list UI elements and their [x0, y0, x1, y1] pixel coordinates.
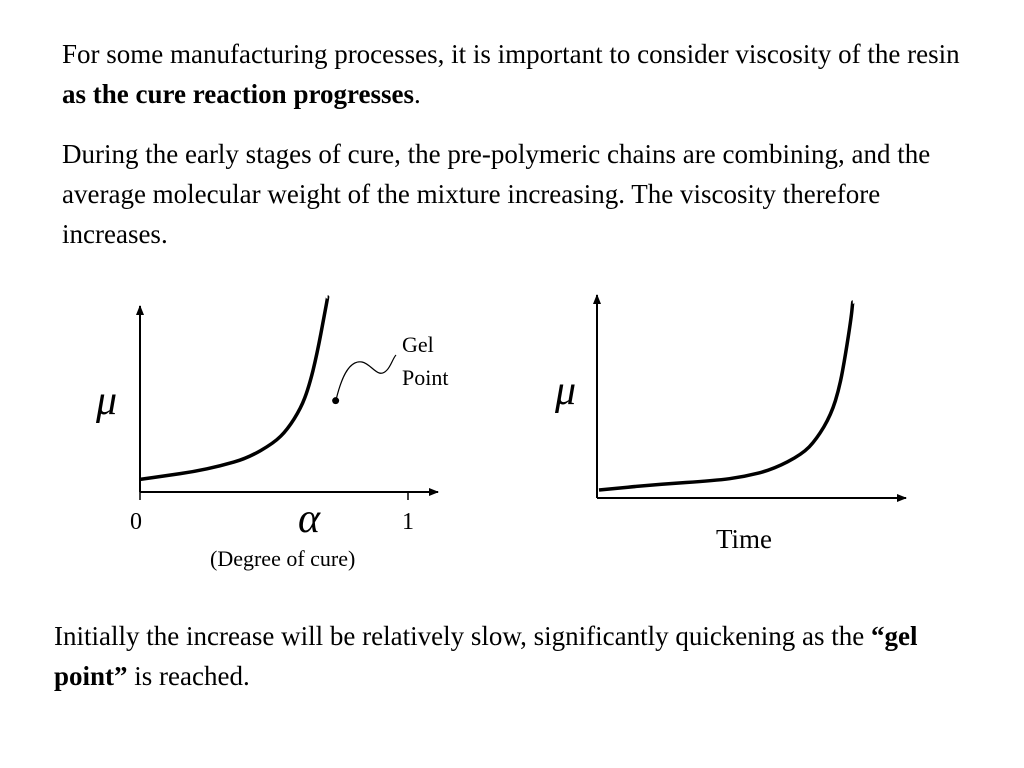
- chart1-xlabel-note: (Degree of cure): [210, 546, 355, 571]
- intro-paragraph: For some manufacturing processes, it is …: [62, 34, 962, 114]
- chart1-viscosity-curve: [139, 295, 330, 482]
- gel-point-label: Gel Point: [402, 332, 448, 390]
- conclusion-text: Initially the increase will be relativel…: [54, 621, 872, 651]
- chart1-xtick-label-0: 0: [130, 509, 142, 535]
- conclusion-emphasis: “gel point”: [54, 621, 918, 691]
- chart2-ylabel: μ: [554, 368, 576, 414]
- gel-point-marker: [332, 397, 340, 405]
- gel-point-leader: [335, 354, 397, 401]
- conclusion-paragraph: Initially the increase will be relativel…: [54, 616, 954, 696]
- chart1-ylabel: μ: [95, 378, 117, 424]
- chart-viscosity-vs-time: μ Time: [554, 294, 907, 554]
- chart1-xlabel: α: [298, 496, 321, 542]
- chart2-xlabel: Time: [716, 524, 772, 554]
- gel-point-label-line1: Gel: [402, 332, 434, 357]
- intro-emphasis: as the cure reaction progresses: [62, 79, 414, 109]
- chart2-viscosity-curve: [598, 300, 855, 492]
- gel-point-label-line2: Point: [402, 365, 448, 390]
- early-stages-paragraph: During the early stages of cure, the pre…: [62, 139, 931, 249]
- chart-viscosity-vs-cure: μ α 0 1 (Degree of cure) Gel Point: [95, 295, 448, 571]
- intro-period: .: [413, 79, 421, 109]
- conclusion-end: is reached.: [127, 661, 250, 691]
- chart1-xtick-label-1: 1: [402, 509, 414, 535]
- intro-text: For some manufacturing processes, it is …: [62, 39, 960, 69]
